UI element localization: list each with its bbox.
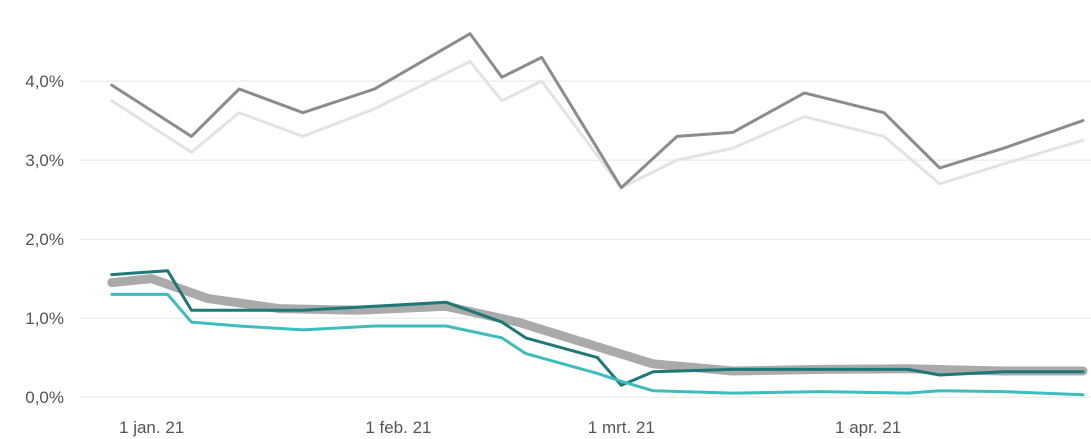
y-tick-label: 4,0%: [25, 72, 64, 91]
x-tick-label: 1 jan. 21: [119, 418, 184, 437]
y-tick-label: 2,0%: [25, 230, 64, 249]
series-line: [110, 32, 1085, 190]
y-tick-label: 3,0%: [25, 151, 64, 170]
x-tick-label: 1 apr. 21: [835, 418, 901, 437]
y-tick-label: 1,0%: [25, 309, 64, 328]
x-tick-label: 1 feb. 21: [365, 418, 431, 437]
series-line: [110, 269, 1085, 387]
grid-layer: [80, 80, 1091, 398]
series-line: [110, 292, 1085, 397]
series-line: [110, 59, 1085, 190]
series-layer: [107, 32, 1088, 397]
y-tick-label: 0,0%: [25, 388, 64, 407]
x-axis: 1 jan. 21 1 feb. 21 1 mrt. 21 1 apr. 21: [119, 418, 901, 437]
x-tick-label: 1 mrt. 21: [588, 418, 655, 437]
y-axis: 0,0% 1,0% 2,0% 3,0% 4,0%: [25, 72, 64, 407]
